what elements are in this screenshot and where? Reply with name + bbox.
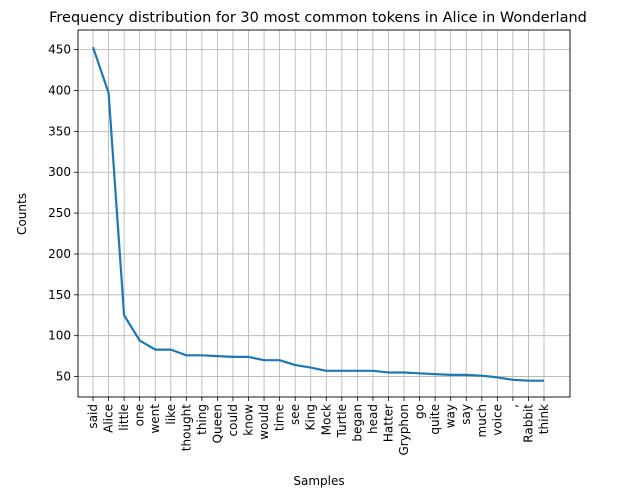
y-tick-label: 300	[48, 165, 71, 179]
plot-frame	[77, 29, 571, 398]
x-tick-label: began	[350, 404, 364, 442]
x-tick-label: went	[148, 404, 162, 434]
x-tick-label: much	[475, 404, 489, 438]
y-tick-label: 400	[48, 83, 71, 97]
y-tick-label: 50	[56, 370, 71, 384]
x-tick-label: could	[226, 404, 240, 437]
x-tick-label: time	[273, 404, 287, 431]
x-tick-label: Gryphon	[397, 404, 411, 456]
x-tick-label: like	[164, 404, 178, 425]
x-tick-label: see	[288, 404, 302, 425]
y-tick-label: 200	[48, 247, 71, 261]
x-tick-label: Alice	[102, 404, 116, 433]
x-tick-label: one	[133, 404, 147, 426]
grid-lines	[78, 30, 570, 397]
chart-title: Frequency distribution for 30 most commo…	[49, 10, 587, 26]
x-tick-label: would	[257, 404, 271, 440]
x-tick-label: voice	[490, 404, 504, 436]
x-tick-label: way	[444, 404, 458, 428]
y-axis-label: Counts	[15, 193, 29, 235]
x-tick-label: Mock	[319, 404, 333, 435]
x-tick-label: ,	[506, 404, 520, 408]
x-tick-label: thing	[195, 404, 209, 435]
y-tick-label: 350	[48, 124, 71, 138]
x-tick-label: go	[413, 404, 427, 419]
y-tick-label: 250	[48, 206, 71, 220]
x-tick-label: say	[459, 404, 473, 425]
x-tick-label: Queen	[210, 404, 224, 443]
x-axis-label: Samples	[293, 474, 344, 488]
x-tick-label: thought	[179, 404, 193, 451]
x-tick-label: think	[537, 404, 551, 434]
series-line	[91, 46, 544, 382]
x-tick-label: quite	[428, 404, 442, 435]
x-tick-label: know	[242, 404, 256, 436]
x-tick-label: little	[117, 404, 131, 431]
x-tick-label: Turtle	[335, 404, 349, 438]
y-tick-label: 100	[48, 329, 71, 343]
x-axis-ticks: said Alice little one went like thought thing Qu…	[86, 397, 551, 456]
y-axis-ticks: 50 100 150 200 250 300 350 400 450	[48, 43, 78, 384]
y-tick-label: 150	[48, 288, 71, 302]
x-tick-label: Hatter	[381, 404, 395, 442]
x-tick-label: said	[86, 404, 100, 429]
x-tick-label: King	[304, 404, 318, 430]
x-tick-label: head	[366, 404, 380, 434]
x-tick-label: Rabbit	[521, 404, 535, 443]
series-line-group	[91, 46, 545, 382]
y-tick-label: 450	[48, 43, 71, 57]
